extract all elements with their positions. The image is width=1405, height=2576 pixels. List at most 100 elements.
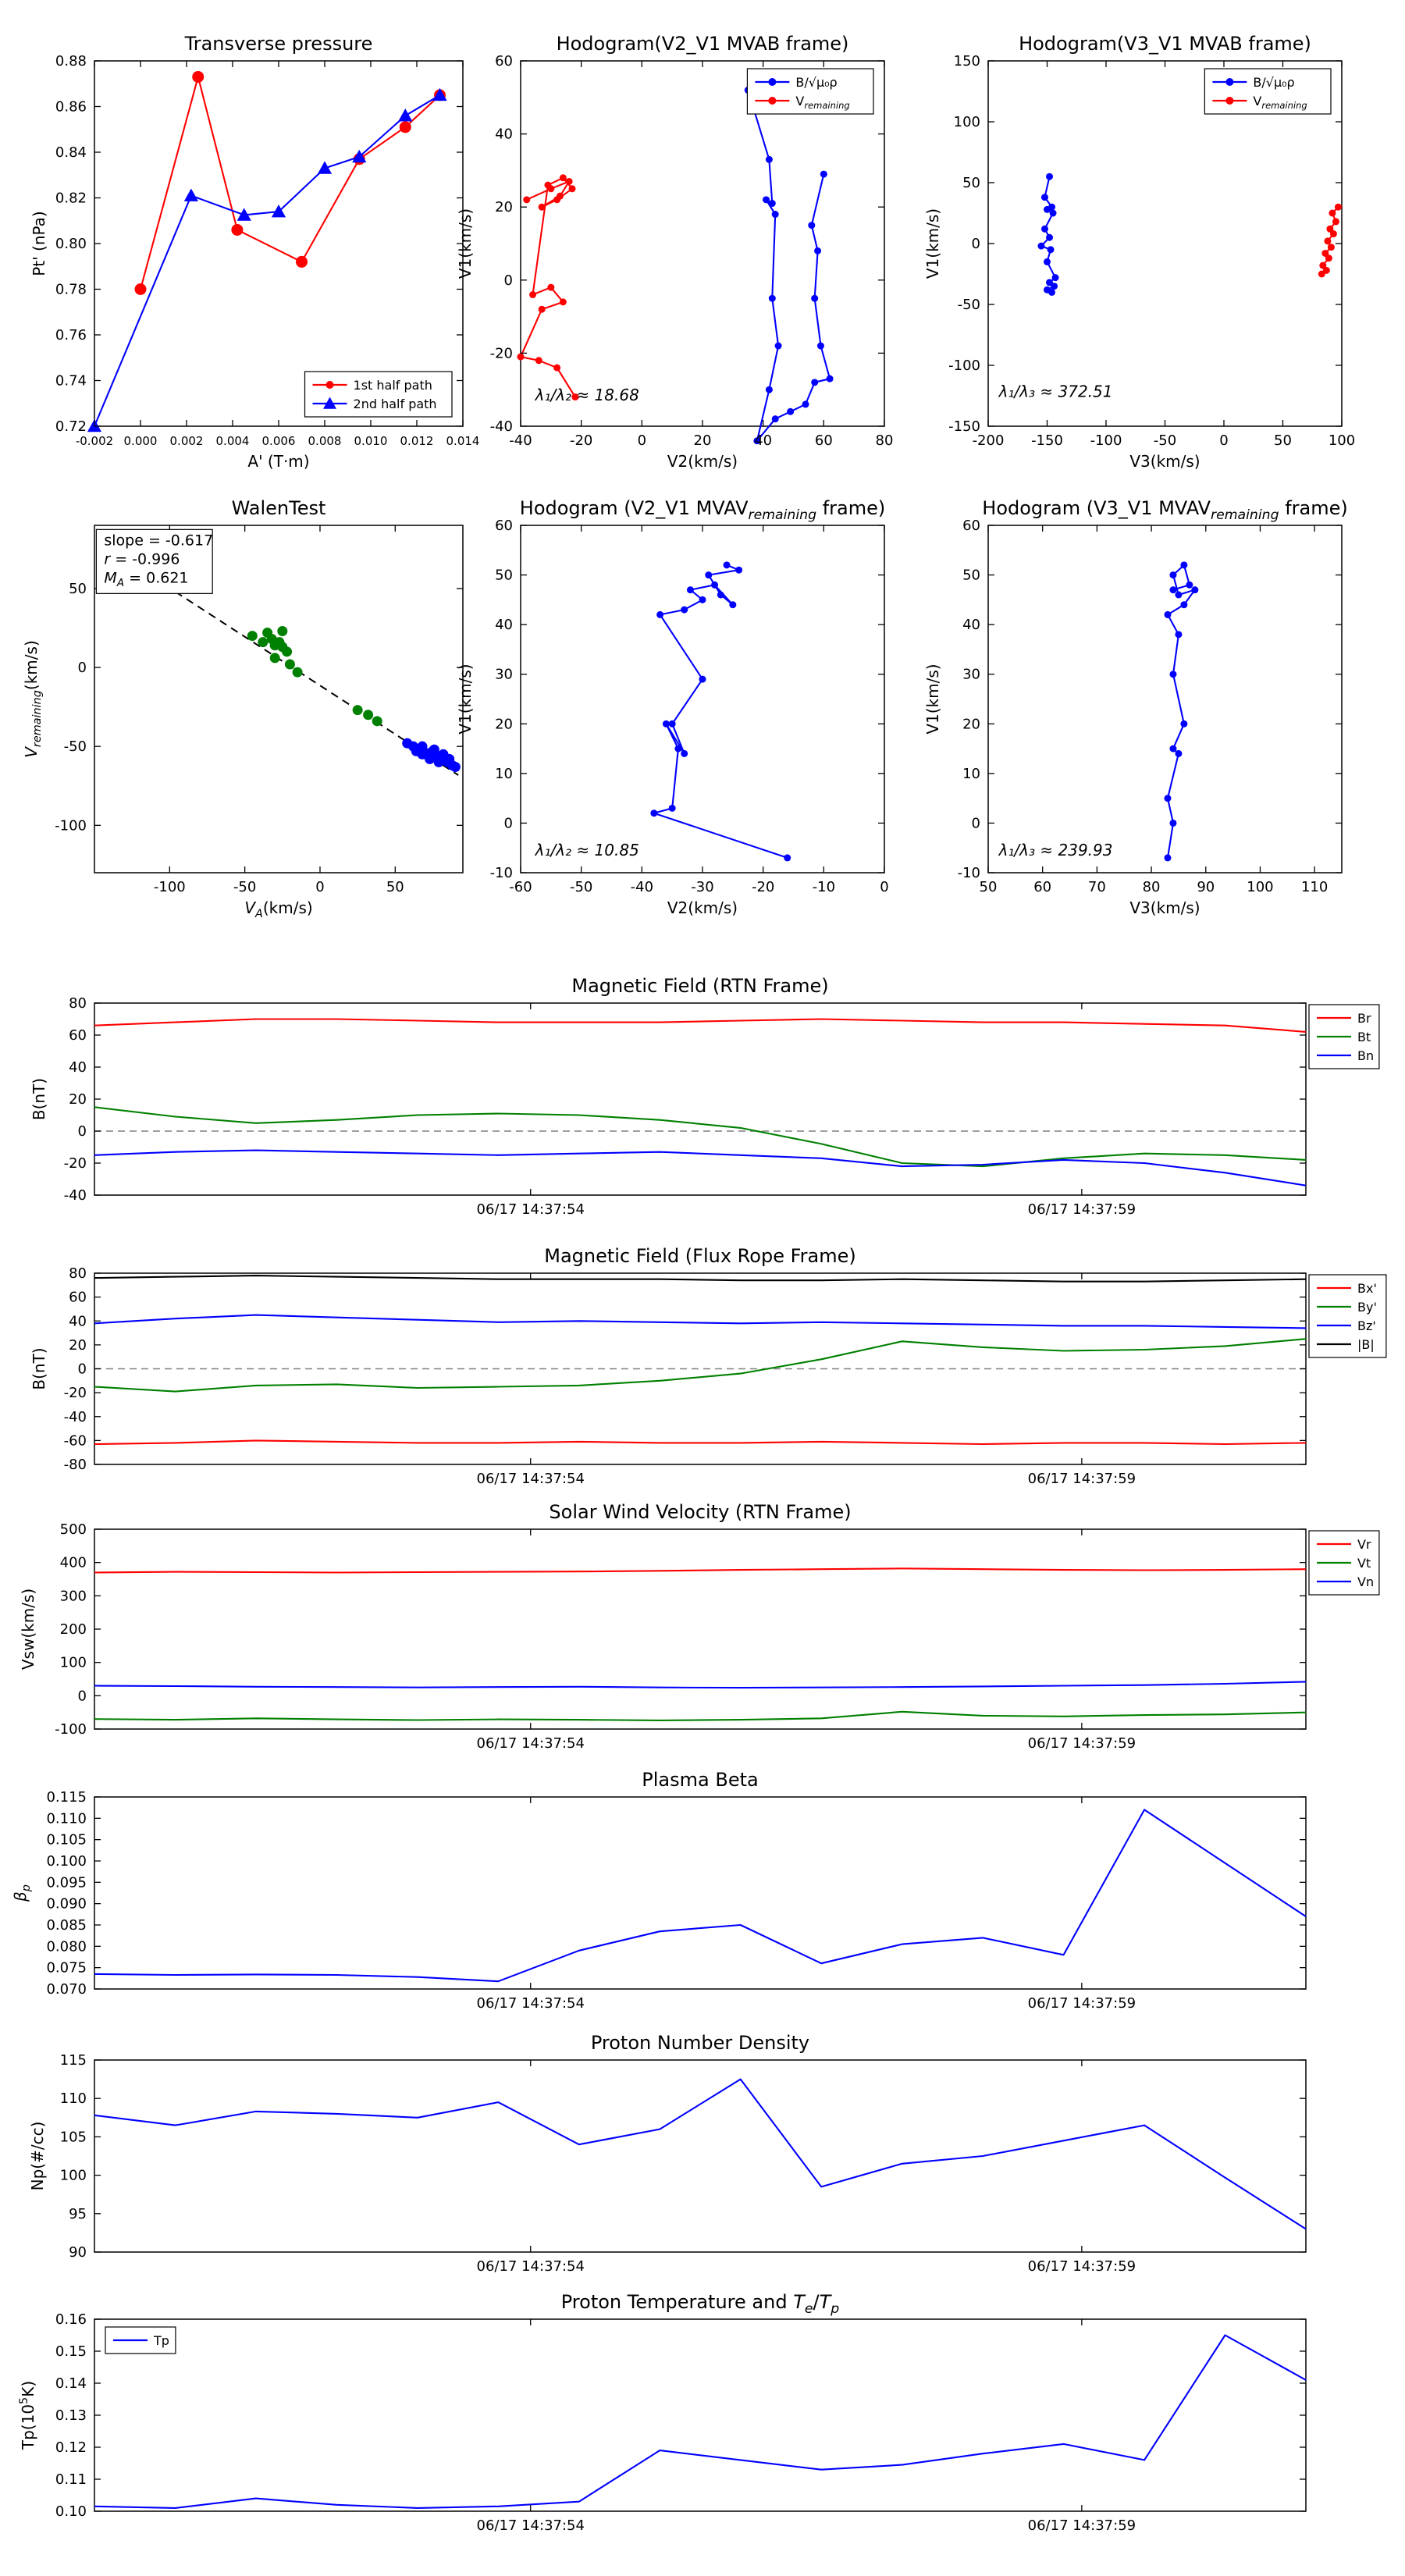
x-tick-label: 06/17 14:37:54 — [477, 2258, 585, 2275]
y-tick-label: 60 — [495, 53, 513, 69]
chart-title: Transverse pressure — [184, 33, 373, 55]
dot-marker — [517, 353, 525, 361]
x-tick-label: 06/17 14:37:54 — [477, 1735, 585, 1752]
x-tick-label: 0.010 — [354, 434, 388, 448]
y-tick-label: 0.76 — [55, 327, 87, 343]
dot-marker — [1051, 283, 1058, 290]
dot-marker — [808, 222, 816, 229]
y-tick-label: 0.11 — [55, 2471, 87, 2488]
x-axis-label: VA(km/s) — [244, 898, 312, 920]
x-tick-label: 06/17 14:37:59 — [1028, 1995, 1136, 2012]
dot-marker — [433, 756, 444, 767]
series-by-prime — [94, 1338, 1307, 1393]
y-tick-label: 10 — [962, 766, 980, 782]
x-tick-label: 20 — [694, 432, 712, 449]
legend-box — [304, 371, 453, 418]
dot-marker — [686, 586, 694, 594]
dot-marker — [723, 561, 731, 569]
chart-hodogram-v3v1-mvav: 50 60 70 80 90 100 110-100102030405060Hodogram… — [923, 497, 1348, 917]
x-tick-label: 06/17 14:37:59 — [1028, 1471, 1136, 1487]
dot-marker — [1324, 237, 1332, 245]
dot-marker — [668, 804, 676, 812]
legend-label: Bz' — [1357, 1318, 1376, 1333]
legend-label: Vt — [1357, 1556, 1371, 1571]
dot-marker — [568, 185, 576, 193]
y-tick-label: 60 — [69, 1027, 87, 1044]
x-tick-label: -30 — [691, 879, 713, 895]
x-tick-label: -20 — [570, 432, 592, 449]
y-axis-label: V1(km/s) — [456, 664, 475, 734]
dot-marker — [571, 393, 579, 401]
dot-marker — [1164, 854, 1172, 862]
dot-marker — [1225, 97, 1234, 105]
y-tick-label: -80 — [64, 1457, 87, 1473]
x-tick-label: -50 — [233, 879, 256, 895]
legend-label: |B| — [1357, 1337, 1375, 1352]
dot-marker — [787, 407, 795, 415]
y-tick-label: 0 — [78, 1123, 87, 1140]
x-tick-label: -0.002 — [76, 434, 113, 448]
y-tick-label: 0 — [78, 660, 87, 676]
x-tick-label: 50 — [1274, 432, 1292, 449]
legend-box — [1204, 68, 1332, 115]
y-tick-label: 200 — [60, 1621, 87, 1638]
dot-marker — [1049, 209, 1057, 217]
y-tick-label: 20 — [69, 1337, 87, 1354]
dot-marker — [535, 357, 542, 365]
x-tick-label: -200 — [973, 432, 1005, 449]
y-tick-label: 100 — [60, 2168, 87, 2184]
dot-marker — [1175, 631, 1183, 639]
y-tick-label: 60 — [962, 518, 980, 534]
x-tick-label: 0 — [1219, 432, 1228, 449]
y-axis-label: V1(km/s) — [923, 208, 942, 279]
y-tick-label: 0 — [972, 236, 980, 252]
y-tick-label: 40 — [962, 617, 980, 633]
triangle-marker — [432, 87, 447, 101]
chart-hodogram-v2v1-mvab: -40 -20 0 20 40 60 80 -40 -20 0 20 40 60 Hodogram(V2_… — [456, 33, 893, 471]
dot-marker — [1169, 819, 1177, 827]
dot-marker — [559, 174, 567, 182]
x-tick-label: 06/17 14:37:59 — [1028, 1735, 1136, 1752]
y-tick-label: 60 — [69, 1290, 87, 1306]
x-tick-label: 80 — [1143, 879, 1161, 895]
y-tick-label: 0 — [972, 815, 980, 831]
dot-marker — [1169, 671, 1177, 678]
axes-frame — [94, 2318, 1307, 2512]
chart-plasma-beta: 06/17 14:37:54 06/17 14:37:59 0.070 0.075 0.… — [11, 1769, 1307, 2012]
dot-marker — [262, 628, 273, 639]
dot-marker — [1191, 586, 1199, 594]
chart-title: Magnetic Field (Flux Rope Frame) — [544, 1245, 855, 1267]
series-br — [94, 1018, 1307, 1033]
axes-frame — [94, 1796, 1307, 1990]
x-tick-label: 40 — [754, 432, 772, 449]
legend-label: Vr — [1357, 1537, 1371, 1552]
chart-title: Magnetic Field (RTN Frame) — [571, 975, 828, 997]
x-tick-label: 0.014 — [446, 434, 480, 448]
dot-marker — [1175, 591, 1183, 599]
chart-transverse-pressure: -0.002 0.000 0.002 0.004 0.006 0.008 0.010 0.01… — [30, 33, 479, 471]
chart-title: Hodogram (V2_V1 MVAVremaining frame) — [520, 497, 885, 523]
dot-marker — [284, 659, 295, 670]
dot-marker — [1169, 745, 1177, 753]
dot-marker — [1321, 249, 1329, 257]
y-axis-label: Np(#/cc) — [28, 2122, 47, 2191]
dot-marker — [1180, 720, 1188, 728]
dot-marker — [1046, 279, 1054, 286]
x-tick-label: 80 — [876, 432, 894, 449]
y-axis-label: Vremaining(km/s) — [22, 640, 44, 758]
dot-marker — [547, 283, 555, 291]
legend-label: Tp — [153, 2333, 169, 2348]
y-tick-label: 0.14 — [55, 2375, 87, 2392]
legend-label: Br — [1357, 1011, 1371, 1026]
y-tick-label: 40 — [69, 1313, 87, 1329]
x-tick-label: -10 — [813, 879, 835, 895]
x-tick-label: 0 — [638, 432, 646, 449]
legend-label: 2nd half path — [354, 397, 437, 411]
dot-marker — [425, 753, 436, 764]
x-tick-label: 06/17 14:37:59 — [1028, 1201, 1136, 1218]
y-tick-label: 95 — [69, 2206, 87, 2222]
y-tick-label: -50 — [64, 738, 87, 755]
y-tick-label: 20 — [962, 716, 980, 732]
y-tick-label: 50 — [69, 581, 87, 597]
dot-marker — [523, 196, 531, 204]
